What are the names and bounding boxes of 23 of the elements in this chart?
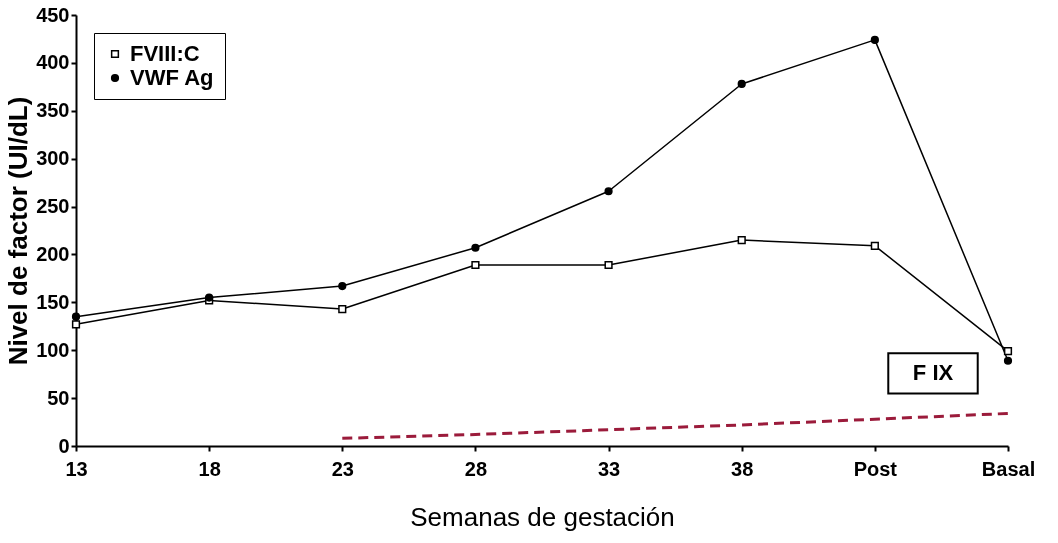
y-tick-label: 150	[36, 290, 70, 313]
x-tick-label: Basal	[981, 457, 1036, 480]
y-tick-label: 50	[47, 386, 70, 409]
legend-label: VWF Ag	[130, 65, 214, 90]
x-tick-label: 18	[198, 457, 221, 480]
y-tick-label: 400	[36, 51, 70, 74]
x-tick-label: 38	[731, 457, 754, 480]
x-tick-label: 33	[597, 457, 621, 480]
y-tick-label: 350	[36, 99, 70, 122]
y-tick-label: 250	[36, 195, 70, 218]
x-tick-label: 13	[65, 457, 88, 480]
x-tick-label: 23	[331, 457, 354, 480]
y-tick-label: 300	[36, 147, 70, 170]
x-tick-label: 28	[464, 457, 488, 480]
y-axis-title: Nivel de factor (UI/dL)	[3, 96, 34, 366]
x-axis-title: Semanas de gestación	[410, 501, 675, 532]
legend-label: FVIII:C	[130, 41, 200, 66]
series-label: F IX	[912, 360, 954, 386]
x-tick-label: Post	[853, 457, 898, 480]
y-tick-label: 0	[58, 434, 70, 457]
y-tick-label: 200	[36, 242, 70, 265]
y-tick-label: 450	[36, 3, 70, 26]
y-tick-label: 100	[36, 338, 70, 361]
